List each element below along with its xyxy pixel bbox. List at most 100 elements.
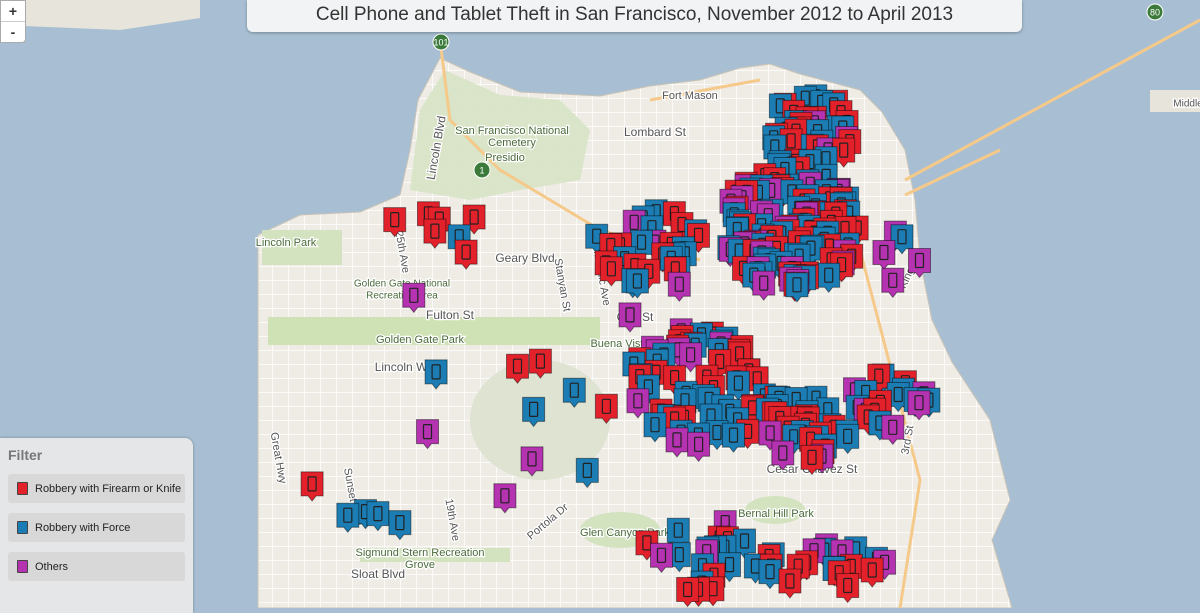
- highway-shield: [432, 33, 450, 51]
- filter-icon: [17, 521, 28, 534]
- theft-marker[interactable]: [388, 510, 412, 541]
- theft-marker[interactable]: [800, 444, 824, 476]
- phone-icon: [786, 133, 796, 149]
- theft-marker[interactable]: [643, 412, 667, 443]
- marker-pin: [402, 282, 426, 314]
- theft-marker[interactable]: [416, 419, 439, 450]
- filter-label: Robbery with Firearm or Knife: [35, 482, 182, 495]
- phone-icon: [636, 234, 647, 250]
- theft-marker[interactable]: [771, 440, 795, 471]
- filter-item[interactable]: Robbery with Firearm or Knife: [8, 474, 185, 503]
- marker-pin: [336, 502, 360, 534]
- theft-marker[interactable]: [836, 423, 860, 455]
- phone-icon: [395, 514, 405, 531]
- marker-pin: [416, 419, 439, 450]
- phone-icon: [693, 436, 704, 452]
- theft-marker[interactable]: [907, 390, 931, 421]
- phone-icon: [422, 424, 433, 440]
- theft-marker[interactable]: [881, 414, 905, 446]
- theft-marker[interactable]: [424, 359, 448, 390]
- theft-marker[interactable]: [506, 353, 529, 385]
- phone-icon: [390, 212, 400, 228]
- phone-icon: [673, 522, 683, 538]
- phone-icon: [656, 547, 667, 563]
- theft-marker[interactable]: [383, 207, 407, 238]
- phone-icon: [633, 393, 643, 409]
- filter-label: Robbery with Force: [35, 521, 131, 534]
- theft-marker[interactable]: [366, 501, 390, 532]
- theft-marker[interactable]: [665, 427, 689, 458]
- theft-marker[interactable]: [594, 393, 618, 425]
- theft-marker[interactable]: [676, 577, 700, 608]
- marker-pin: [650, 542, 673, 574]
- marker-pin: [618, 302, 642, 333]
- phone-icon: [629, 214, 639, 230]
- theft-marker[interactable]: [667, 271, 691, 303]
- phone-icon: [759, 275, 769, 291]
- theft-marker[interactable]: [528, 348, 552, 379]
- map-label: Grove: [405, 559, 435, 571]
- theft-marker[interactable]: [454, 239, 478, 270]
- filter-item[interactable]: Others: [8, 552, 185, 581]
- phone-icon: [765, 563, 775, 580]
- theft-marker[interactable]: [722, 422, 745, 453]
- theft-marker[interactable]: [836, 573, 860, 604]
- marker-pin: [687, 431, 711, 463]
- theft-marker[interactable]: [679, 342, 703, 373]
- east-land: [1150, 90, 1200, 112]
- theft-marker[interactable]: [625, 268, 649, 299]
- phone-icon: [569, 382, 579, 398]
- theft-marker[interactable]: [908, 248, 931, 279]
- theft-marker[interactable]: [817, 262, 841, 294]
- marker-pin: [752, 270, 776, 301]
- marker-pin: [722, 422, 745, 453]
- highway: [438, 18, 1200, 608]
- theft-marker[interactable]: [575, 457, 599, 489]
- theft-marker[interactable]: [650, 542, 673, 574]
- theft-marker[interactable]: [520, 446, 544, 477]
- phone-icon: [792, 277, 802, 293]
- theft-marker[interactable]: [599, 256, 623, 287]
- phone-icon: [674, 546, 684, 563]
- theft-marker[interactable]: [758, 559, 782, 590]
- theft-marker[interactable]: [618, 302, 642, 333]
- theft-marker[interactable]: [522, 396, 546, 428]
- marker-pin: [626, 388, 650, 419]
- marin-land: [0, 0, 200, 30]
- theft-marker[interactable]: [752, 270, 776, 301]
- presidio-park: [410, 70, 590, 200]
- filter-item[interactable]: Robbery with Force: [8, 513, 185, 542]
- marker-pin: [300, 471, 324, 502]
- map-label: Middle: [1173, 99, 1200, 110]
- phone-icon: [824, 267, 834, 283]
- phone-icon: [307, 476, 317, 492]
- map-label: Sloat Blvd: [351, 567, 405, 581]
- marker-pin: [881, 267, 905, 299]
- theft-marker[interactable]: [687, 431, 711, 463]
- theft-marker[interactable]: [493, 483, 517, 514]
- theft-marker[interactable]: [860, 557, 884, 588]
- phone-icon: [535, 353, 546, 369]
- map-label: 80: [1150, 7, 1160, 17]
- marker-pin: [800, 444, 824, 476]
- zoom-out-button[interactable]: -: [1, 21, 25, 42]
- theft-marker[interactable]: [626, 388, 650, 419]
- theft-marker[interactable]: [336, 502, 360, 534]
- marker-pin: [778, 568, 802, 599]
- bernal-hill-park: [745, 496, 805, 524]
- theft-marker[interactable]: [423, 218, 447, 249]
- theft-marker[interactable]: [881, 267, 905, 299]
- theft-marker[interactable]: [778, 568, 802, 599]
- phone-icon: [469, 209, 479, 225]
- theft-marker[interactable]: [872, 240, 896, 271]
- phone-icon: [431, 364, 441, 380]
- theft-marker[interactable]: [300, 471, 324, 502]
- marker-pin: [625, 268, 649, 299]
- phone-icon: [914, 252, 925, 269]
- theft-marker[interactable]: [562, 377, 586, 409]
- theft-marker[interactable]: [402, 282, 426, 314]
- zoom-in-button[interactable]: +: [8, 3, 18, 19]
- highway-shield: [473, 161, 491, 179]
- theft-marker[interactable]: [785, 272, 809, 303]
